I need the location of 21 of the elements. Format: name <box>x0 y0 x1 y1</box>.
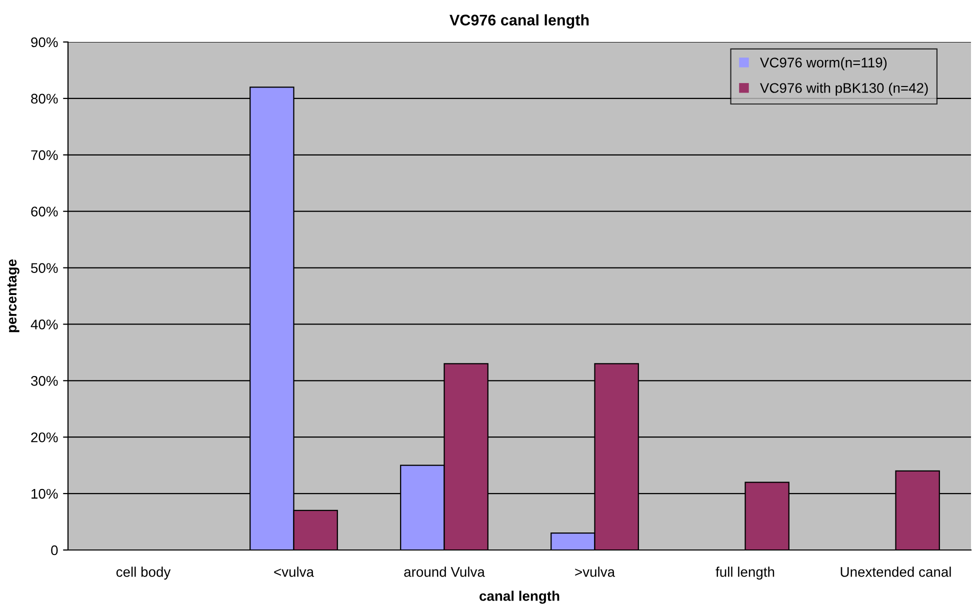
y-tick-label: 20% <box>31 432 58 442</box>
x-tick-label: <vulva <box>274 566 314 577</box>
x-tick-label: around Vulva <box>404 566 485 577</box>
chart-title: VC976 canal length <box>450 14 589 29</box>
x-axis-title: canal length <box>480 590 560 604</box>
y-tick-label: 0 <box>51 545 58 556</box>
y-tick-label: 40% <box>30 320 58 330</box>
y-axis-title: percentage <box>7 259 20 332</box>
y-tick-label: 10% <box>32 488 58 499</box>
y-tick-label: 60% <box>31 206 58 217</box>
legend-label: VC976 with pBK130 (n=42) <box>760 82 928 96</box>
x-tick-label: >vulva <box>575 566 616 577</box>
x-tick-label: cell body <box>116 566 171 580</box>
x-tick-label: Unextended canal <box>840 566 951 577</box>
y-tick-label: 70% <box>31 150 58 160</box>
y-tick-label: 80% <box>31 94 58 104</box>
y-tick-label: 90% <box>31 37 58 48</box>
legend-label: VC976 worm(n=119) <box>760 57 887 70</box>
x-tick-label: full length <box>716 566 774 580</box>
y-tick-label: 50% <box>31 263 58 273</box>
y-tick-label: 30% <box>31 376 58 386</box>
